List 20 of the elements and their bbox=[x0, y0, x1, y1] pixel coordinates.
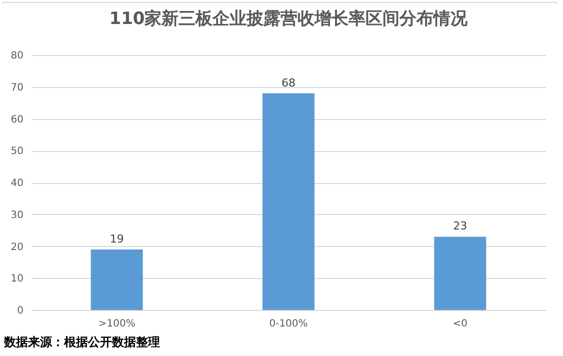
data-label: 19 bbox=[110, 232, 124, 246]
x-tick-label: <0 bbox=[452, 318, 468, 330]
bar bbox=[434, 236, 486, 310]
x-tick-label: >100% bbox=[98, 318, 136, 330]
y-tick-label: 20 bbox=[10, 242, 24, 253]
y-tick-label: 50 bbox=[10, 146, 24, 158]
chart-title: 110家新三板企业披露营收增长率区间分布情况 bbox=[109, 9, 469, 29]
y-tick-label: 0 bbox=[17, 306, 24, 316]
source-note: 数据来源：根据公开数据整理 bbox=[4, 334, 160, 351]
x-tick-label: 0-100% bbox=[269, 318, 308, 330]
y-tick-label: 10 bbox=[10, 274, 24, 285]
bar bbox=[90, 249, 143, 310]
y-tick-label: 60 bbox=[10, 114, 24, 126]
data-label: 68 bbox=[282, 76, 296, 90]
data-label: 23 bbox=[453, 220, 468, 233]
y-tick-label: 80 bbox=[10, 50, 24, 62]
bar bbox=[262, 93, 314, 310]
y-tick-label: 70 bbox=[10, 82, 24, 94]
y-tick-label: 40 bbox=[10, 178, 24, 189]
y-tick-label: 30 bbox=[10, 210, 24, 221]
